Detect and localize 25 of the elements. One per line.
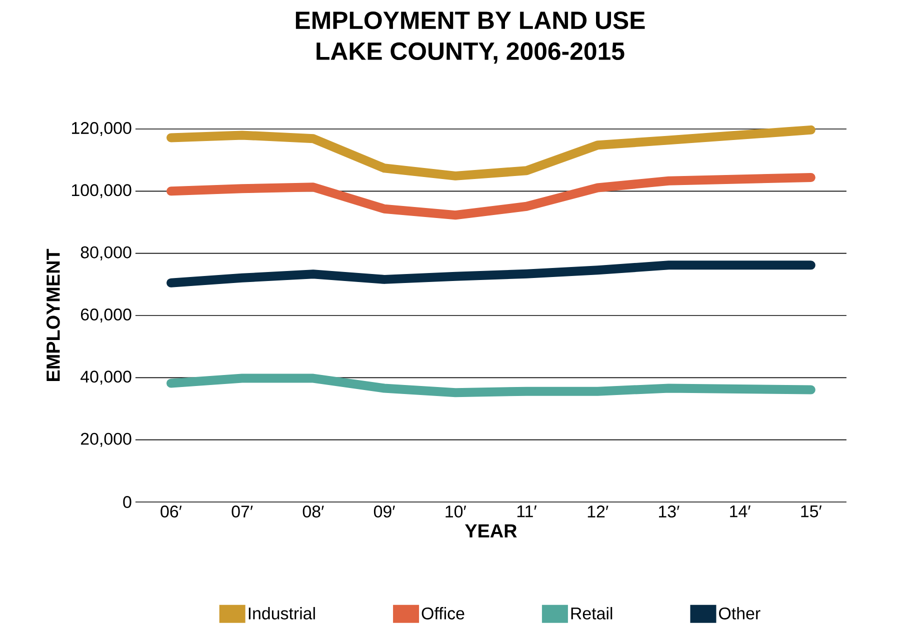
y-tick-label: 80,000 [80, 246, 132, 260]
x-tick-label: 13′ [659, 506, 680, 518]
x-tick-label: 10′ [446, 506, 466, 518]
x-tick-label: 08′ [302, 506, 324, 518]
legend-label: Office [422, 607, 464, 620]
y-tick-label: 100,000 [72, 184, 132, 198]
x-axis-title: YEAR [464, 524, 517, 538]
chart-title: EMPLOYMENT BY LAND USE [296, 12, 645, 30]
legend-label: Retail [571, 607, 612, 620]
x-tick-label: 15′ [801, 506, 822, 518]
x-tick-label: 09′ [374, 506, 395, 518]
chart-subtitle: LAKE COUNTY, 2006-2015 [316, 42, 624, 64]
y-axis-title: EMPLOYMENT [46, 248, 60, 382]
y-tick-label: 40,000 [80, 370, 132, 385]
legend-label: Other [719, 607, 760, 620]
y-tick-label: 0 [123, 496, 132, 508]
x-tick-label: 07′ [232, 506, 253, 518]
y-tick-label: 120,000 [72, 122, 132, 136]
x-tick-label: 12′ [588, 506, 608, 518]
y-tick-label: 60,000 [80, 308, 132, 322]
legend-label: Industrial [248, 607, 315, 620]
y-tick-label: 20,000 [80, 432, 132, 447]
x-tick-label: 11′ [517, 506, 537, 518]
x-tick-label: 14′ [730, 506, 750, 518]
x-tick-label: 06′ [160, 506, 182, 518]
